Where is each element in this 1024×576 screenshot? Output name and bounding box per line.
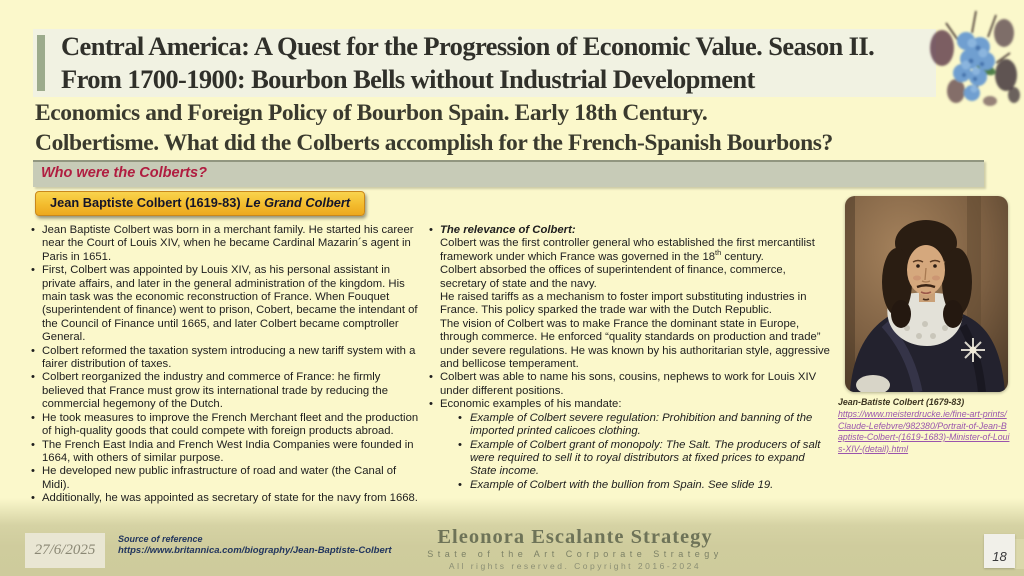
list-item: First, Colbert was appointed by Louis XI… bbox=[30, 264, 424, 344]
paragraph-text: century. bbox=[721, 250, 764, 263]
colbert-portrait bbox=[845, 196, 1008, 392]
section-question-band: Who were the Colberts? bbox=[33, 160, 984, 187]
list-item: He took measures to improve the French M… bbox=[30, 412, 424, 439]
left-column: Jean Baptiste Colbert was born in a merc… bbox=[30, 224, 424, 506]
list-item: Colbert reorganized the industry and com… bbox=[30, 371, 424, 411]
source-reference-block: Source of reference https://www.britanni… bbox=[118, 534, 392, 557]
badge-epithet: Le Grand Colbert bbox=[245, 195, 351, 210]
source-url-link[interactable]: https://www.britannica.com/biography/Jea… bbox=[118, 545, 392, 556]
list-item: Example of Colbert severe regulation: Pr… bbox=[458, 412, 830, 439]
brand-tagline: State of the Art Corporate Strategy bbox=[427, 549, 723, 559]
colbert-name-badge: Jean Baptiste Colbert (1619-83) Le Grand … bbox=[35, 191, 366, 216]
footer-band bbox=[0, 498, 1024, 576]
slide-date: 27/6/2025 bbox=[34, 542, 96, 558]
portrait-caption: Jean-Batiste Colbert (1679-83) bbox=[838, 397, 965, 407]
relevance-paragraph: Colbert absorbed the offices of superint… bbox=[440, 264, 786, 290]
title-accent-bar bbox=[37, 35, 45, 91]
economic-examples-sublist: Example of Colbert severe regulation: Pr… bbox=[458, 412, 830, 493]
title-line-2: From 1700-1900: Bourbon Bells without In… bbox=[61, 64, 755, 94]
subtitle-line-1: Economics and Foreign Policy of Bourbon … bbox=[35, 100, 708, 126]
superscript: th bbox=[715, 248, 722, 258]
right-bullet-list: The relevance of Colbert: Colbert was th… bbox=[428, 224, 830, 412]
relevance-label: The relevance of Colbert: bbox=[440, 224, 576, 236]
list-item-relevance: The relevance of Colbert: Colbert was th… bbox=[428, 224, 830, 371]
slide-title: Central America: A Quest for the Progres… bbox=[61, 30, 875, 96]
section-question: Who were the Colberts? bbox=[41, 165, 207, 181]
brand-copyright: All rights reserved. Copyright 2016-2024 bbox=[448, 561, 702, 571]
list-item: Additionally, he was appointed as secret… bbox=[30, 492, 424, 506]
list-item: He developed new public infrastructure o… bbox=[30, 465, 424, 492]
badge-name: Jean Baptiste Colbert (1619-83) bbox=[50, 195, 241, 210]
list-item: Economic examples of his mandate: bbox=[428, 398, 830, 412]
relevance-paragraph: The vision of Colbert was to make France… bbox=[440, 317, 830, 371]
slide-subtitle: Economics and Foreign Policy of Bourbon … bbox=[35, 99, 833, 158]
portrait-source-link[interactable]: https://www.meisterdrucke.ie/fine-art-pr… bbox=[838, 409, 1010, 454]
page-number: 18 bbox=[992, 549, 1007, 564]
portrait-caption-block: Jean-Batiste Colbert (1679-83) https://w… bbox=[838, 397, 1010, 455]
date-box: 27/6/2025 bbox=[25, 533, 105, 568]
list-item: Example of Colbert grant of monopoly: Th… bbox=[458, 439, 830, 479]
title-box: Central America: A Quest for the Progres… bbox=[33, 29, 936, 97]
page-number-tab bbox=[1014, 539, 1024, 569]
watercolor-flowers-icon bbox=[926, 3, 1024, 109]
subtitle-line-2: Colbertisme. What did the Colberts accom… bbox=[35, 129, 833, 156]
list-item: Colbert was able to name his sons, cousi… bbox=[428, 371, 830, 398]
list-item: Colbert reformed the taxation system int… bbox=[30, 345, 424, 372]
right-column: The relevance of Colbert: Colbert was th… bbox=[428, 224, 830, 493]
brand-name: Eleonora Escalante Strategy bbox=[437, 526, 713, 548]
left-bullet-list: Jean Baptiste Colbert was born in a merc… bbox=[30, 224, 424, 506]
source-label: Source of reference bbox=[118, 534, 203, 544]
title-line-1: Central America: A Quest for the Progres… bbox=[61, 31, 875, 61]
page-number-box: 18 bbox=[984, 534, 1015, 568]
list-item: Jean Baptiste Colbert was born in a merc… bbox=[30, 224, 424, 264]
relevance-paragraph: Colbert was the first controller general… bbox=[440, 237, 830, 264]
list-item: The French East India and French West In… bbox=[30, 439, 424, 466]
relevance-paragraph: He raised tariffs as a mechanism to fost… bbox=[440, 291, 807, 317]
brand-block: Eleonora Escalante Strategy State of the… bbox=[380, 526, 770, 572]
paragraph-text: Colbert was the first controller general… bbox=[440, 237, 815, 263]
list-item: Example of Colbert with the bullion from… bbox=[458, 479, 830, 493]
